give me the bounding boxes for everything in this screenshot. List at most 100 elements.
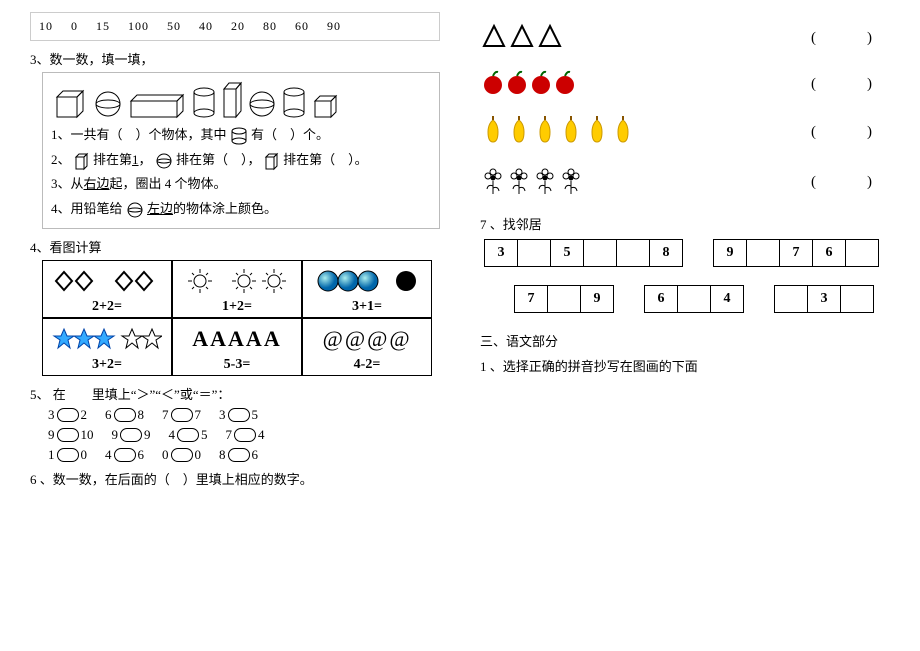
- n: 9: [144, 427, 151, 443]
- nb-cell[interactable]: 6: [644, 285, 678, 313]
- n: 9: [48, 427, 55, 443]
- nb-cell[interactable]: [517, 239, 551, 267]
- nb-cell[interactable]: 3: [807, 285, 841, 313]
- nb-row: 7 9 6 4 3: [484, 285, 890, 313]
- text: 4、用铅笔给: [51, 201, 123, 216]
- cylinder-icon: [191, 85, 217, 119]
- blank-oval[interactable]: [120, 428, 142, 442]
- blank-oval[interactable]: [177, 428, 199, 442]
- nb-group: 7 9: [514, 285, 614, 313]
- compare-item: 32: [48, 407, 87, 423]
- nb-group: 3 5 8: [484, 239, 683, 267]
- nb-cell[interactable]: 4: [710, 285, 744, 313]
- text: 排在第（ ），: [176, 152, 261, 167]
- num: 20: [231, 19, 245, 33]
- text: 排在第（ ）。: [283, 152, 368, 167]
- text: 1、一共有（ ）个物体，其中: [51, 127, 227, 142]
- answer-blank[interactable]: ( ): [811, 26, 890, 47]
- nb-cell[interactable]: 7: [514, 285, 548, 313]
- n: 0: [81, 447, 88, 463]
- blank-oval[interactable]: [114, 448, 136, 462]
- nb-row: 3 5 8 9 7 6: [484, 239, 890, 267]
- blank-oval[interactable]: [114, 408, 136, 422]
- page-root: 10 0 15 100 50 40 20 80 60 90 3、数一数，填一填，: [30, 12, 890, 492]
- blank-oval[interactable]: [171, 448, 193, 462]
- nb-cell[interactable]: [583, 239, 617, 267]
- nb-cell[interactable]: 7: [779, 239, 813, 267]
- q3-title: 3、数一数，填一填，: [30, 49, 440, 68]
- n: 4: [169, 427, 176, 443]
- nb-group: 9 7 6: [713, 239, 879, 267]
- nb-cell[interactable]: [840, 285, 874, 313]
- nb-cell[interactable]: 9: [713, 239, 747, 267]
- calc-cell: AAAAA 5-3=: [172, 318, 302, 376]
- nb-cell[interactable]: 3: [484, 239, 518, 267]
- right-column: ( ) ( ) ( ) ( ) 7 、找邻居 3: [480, 12, 890, 492]
- nb-cell[interactable]: 5: [550, 239, 584, 267]
- nb-cell[interactable]: 8: [649, 239, 683, 267]
- calc-grid: 2+2= 1+2= 3+1=: [42, 260, 432, 376]
- blank-oval[interactable]: [57, 428, 79, 442]
- expr: 5-3=: [175, 357, 299, 373]
- count-row-pear: ( ): [480, 114, 890, 146]
- n: 0: [195, 447, 202, 463]
- compare-row: 10 46 00 86: [48, 447, 440, 463]
- calc-cell: 2+2=: [42, 260, 172, 318]
- answer-blank[interactable]: ( ): [811, 170, 890, 191]
- text: 2、: [51, 152, 71, 167]
- n: 10: [81, 427, 94, 443]
- num: 0: [71, 19, 78, 33]
- expr: 4-2=: [305, 357, 429, 373]
- num: 15: [96, 19, 110, 33]
- star-group-icon: [45, 323, 169, 355]
- q3-line2: 2、 排在第1， 排在第（ ）， 排在第（ ）。: [51, 148, 431, 173]
- nb-group: 3: [774, 285, 874, 313]
- answer-blank[interactable]: ( ): [811, 120, 890, 141]
- text: ，: [139, 152, 152, 167]
- n: 2: [81, 407, 88, 423]
- n: 6: [252, 447, 259, 463]
- answer-blank[interactable]: ( ): [811, 72, 890, 93]
- compare-item: 45: [169, 427, 208, 443]
- num: 10: [39, 19, 53, 33]
- sphere-inline-icon: [126, 202, 144, 218]
- pear-icons: [480, 114, 803, 146]
- n: 3: [219, 407, 226, 423]
- q6-title: 6 、数一数，在后面的（ ）里填上相应的数字。: [30, 469, 440, 488]
- nb-cell[interactable]: 9: [580, 285, 614, 313]
- compare-item: 86: [219, 447, 258, 463]
- nb-cell[interactable]: [845, 239, 879, 267]
- q3-line4: 4、用铅笔给 左边的物体涂上颜色。: [51, 197, 431, 222]
- calc-cell: 1+2=: [172, 260, 302, 318]
- blank-oval[interactable]: [228, 408, 250, 422]
- nb-cell[interactable]: [677, 285, 711, 313]
- num: 90: [327, 19, 341, 33]
- n: 0: [162, 447, 169, 463]
- compare-item: 77: [162, 407, 201, 423]
- n: 4: [258, 427, 265, 443]
- nb-cell[interactable]: 6: [812, 239, 846, 267]
- blank-oval[interactable]: [171, 408, 193, 422]
- nb-cell[interactable]: [746, 239, 780, 267]
- nb-cell[interactable]: [774, 285, 808, 313]
- compare-item: 10: [48, 447, 87, 463]
- n: 6: [138, 447, 145, 463]
- q4-title: 4、看图计算: [30, 237, 440, 256]
- blank-oval[interactable]: [57, 408, 79, 422]
- nb-cell[interactable]: [616, 239, 650, 267]
- count-row-flower: ( ): [480, 164, 890, 196]
- calc-cell: @@@@ 4-2=: [302, 318, 432, 376]
- cuboid-tall-icon: [221, 79, 243, 119]
- blank-oval[interactable]: [228, 448, 250, 462]
- compare-item: 74: [226, 427, 265, 443]
- nb-cell[interactable]: [547, 285, 581, 313]
- section3-title: 三、语文部分: [480, 331, 890, 350]
- num: 80: [263, 19, 277, 33]
- sphere-icon: [247, 89, 277, 119]
- blank-oval[interactable]: [57, 448, 79, 462]
- num: 100: [128, 19, 149, 33]
- blank-oval[interactable]: [234, 428, 256, 442]
- at-group-icon: @@@@: [305, 323, 429, 355]
- n: 7: [162, 407, 169, 423]
- cube-small-icon: [311, 91, 341, 119]
